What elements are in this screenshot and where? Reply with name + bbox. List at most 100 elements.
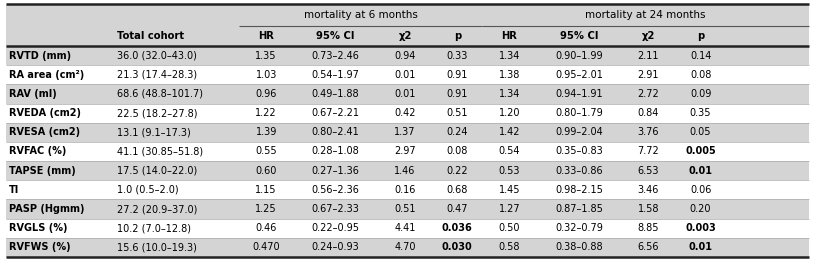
Text: 41.1 (30.85–51.8): 41.1 (30.85–51.8): [117, 146, 204, 157]
Text: p: p: [454, 31, 461, 41]
Text: 0.95–2.01: 0.95–2.01: [555, 70, 603, 80]
Text: 0.98–2.15: 0.98–2.15: [555, 185, 603, 195]
Text: 0.99–2.04: 0.99–2.04: [555, 127, 603, 137]
Text: 2.11: 2.11: [637, 51, 659, 61]
Text: 0.08: 0.08: [447, 146, 468, 157]
Text: 27.2 (20.9–37.0): 27.2 (20.9–37.0): [117, 204, 198, 214]
Text: 68.6 (48.8–101.7): 68.6 (48.8–101.7): [117, 89, 204, 99]
Text: 0.036: 0.036: [442, 223, 473, 233]
Text: 0.01: 0.01: [689, 166, 712, 176]
Text: p: p: [697, 31, 704, 41]
Text: 0.68: 0.68: [447, 185, 468, 195]
Text: 0.05: 0.05: [689, 127, 711, 137]
Text: 1.34: 1.34: [499, 51, 520, 61]
Text: 1.42: 1.42: [499, 127, 520, 137]
Text: 0.91: 0.91: [447, 89, 468, 99]
Bar: [6, 142, 809, 161]
Bar: [6, 65, 809, 84]
Text: 0.80–1.79: 0.80–1.79: [555, 108, 603, 118]
Text: 0.08: 0.08: [690, 70, 711, 80]
Text: 2.97: 2.97: [394, 146, 416, 157]
Text: 0.73–2.46: 0.73–2.46: [311, 51, 359, 61]
Text: 0.38–0.88: 0.38–0.88: [555, 242, 603, 252]
Text: 2.91: 2.91: [637, 70, 659, 80]
Text: 1.37: 1.37: [394, 127, 416, 137]
Text: 13.1 (9.1–17.3): 13.1 (9.1–17.3): [117, 127, 192, 137]
Text: HR: HR: [501, 31, 518, 41]
Text: Total cohort: Total cohort: [117, 31, 184, 41]
Text: 0.32–0.79: 0.32–0.79: [555, 223, 603, 233]
Bar: [6, 104, 809, 123]
Bar: [6, 26, 809, 46]
Text: 0.09: 0.09: [690, 89, 711, 99]
Text: 0.33–0.86: 0.33–0.86: [555, 166, 603, 176]
Text: 0.22: 0.22: [447, 166, 468, 176]
Text: 0.96: 0.96: [255, 89, 277, 99]
Text: RVFAC (%): RVFAC (%): [9, 146, 66, 157]
Text: 2.72: 2.72: [637, 89, 659, 99]
Text: 0.01: 0.01: [394, 89, 416, 99]
Text: 1.45: 1.45: [499, 185, 520, 195]
Text: 6.53: 6.53: [637, 166, 659, 176]
Text: 95% CI: 95% CI: [316, 31, 355, 41]
Text: HR: HR: [258, 31, 274, 41]
Text: 0.030: 0.030: [442, 242, 473, 252]
Text: 4.70: 4.70: [394, 242, 416, 252]
Bar: [6, 161, 809, 180]
Bar: [6, 180, 809, 199]
Text: 6.56: 6.56: [637, 242, 659, 252]
Text: 15.6 (10.0–19.3): 15.6 (10.0–19.3): [117, 242, 197, 252]
Text: 0.35: 0.35: [689, 108, 711, 118]
Text: 1.58: 1.58: [637, 204, 659, 214]
Text: 0.56–2.36: 0.56–2.36: [311, 185, 359, 195]
Text: RAV (ml): RAV (ml): [9, 89, 57, 99]
Text: 0.22–0.95: 0.22–0.95: [311, 223, 359, 233]
Text: 0.470: 0.470: [253, 242, 280, 252]
Text: RVGLS (%): RVGLS (%): [9, 223, 68, 233]
Text: 21.3 (17.4–28.3): 21.3 (17.4–28.3): [117, 70, 197, 80]
Bar: [6, 46, 809, 65]
Text: TAPSE (mm): TAPSE (mm): [9, 166, 76, 176]
Text: 0.55: 0.55: [255, 146, 277, 157]
Text: 8.85: 8.85: [637, 223, 659, 233]
Text: 0.67–2.21: 0.67–2.21: [311, 108, 359, 118]
Text: TI: TI: [9, 185, 20, 195]
Text: 1.38: 1.38: [499, 70, 520, 80]
Text: 0.80–2.41: 0.80–2.41: [312, 127, 359, 137]
Text: 1.27: 1.27: [499, 204, 520, 214]
Text: 0.24: 0.24: [447, 127, 468, 137]
Text: RVESA (cm2): RVESA (cm2): [9, 127, 80, 137]
Text: 1.20: 1.20: [499, 108, 520, 118]
Text: RVFWS (%): RVFWS (%): [9, 242, 71, 252]
Text: 0.49–1.88: 0.49–1.88: [312, 89, 359, 99]
Text: 0.84: 0.84: [637, 108, 659, 118]
Text: mortality at 24 months: mortality at 24 months: [585, 10, 706, 20]
Text: 0.16: 0.16: [394, 185, 416, 195]
Bar: [6, 238, 809, 257]
Text: 0.54–1.97: 0.54–1.97: [311, 70, 359, 80]
Text: 0.14: 0.14: [690, 51, 711, 61]
Text: 0.20: 0.20: [689, 204, 711, 214]
Text: χ2: χ2: [641, 31, 655, 41]
Text: 0.58: 0.58: [499, 242, 520, 252]
Bar: [6, 219, 809, 238]
Bar: [6, 199, 809, 219]
Text: PASP (Hgmm): PASP (Hgmm): [9, 204, 85, 214]
Text: 0.67–2.33: 0.67–2.33: [311, 204, 359, 214]
Text: 4.41: 4.41: [394, 223, 416, 233]
Text: 1.39: 1.39: [255, 127, 277, 137]
Bar: [6, 123, 809, 142]
Text: 0.01: 0.01: [394, 70, 416, 80]
Text: 0.94: 0.94: [394, 51, 416, 61]
Text: 10.2 (7.0–12.8): 10.2 (7.0–12.8): [117, 223, 192, 233]
Text: RA area (cm²): RA area (cm²): [9, 70, 84, 80]
Text: 0.28–1.08: 0.28–1.08: [312, 146, 359, 157]
Text: 0.51: 0.51: [394, 204, 416, 214]
Text: 0.60: 0.60: [255, 166, 277, 176]
Text: 0.51: 0.51: [447, 108, 468, 118]
Text: 0.005: 0.005: [685, 146, 716, 157]
Text: 0.91: 0.91: [447, 70, 468, 80]
Text: 0.53: 0.53: [499, 166, 520, 176]
Text: 1.15: 1.15: [255, 185, 277, 195]
Text: 0.27–1.36: 0.27–1.36: [311, 166, 359, 176]
